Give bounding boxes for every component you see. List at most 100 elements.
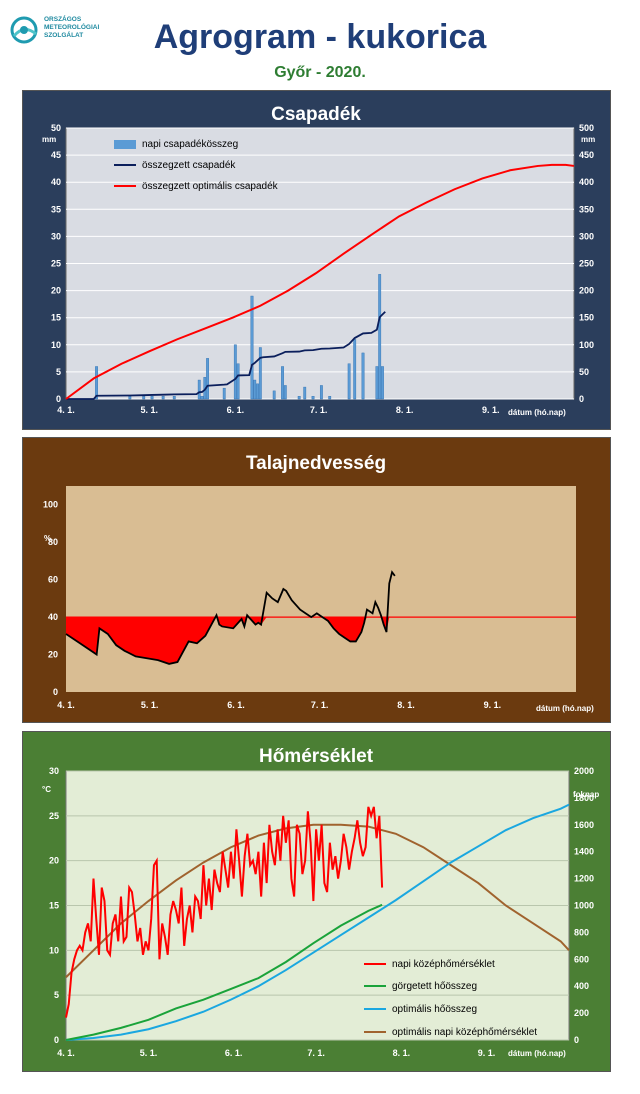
y-tick-label-right: 1400 — [574, 847, 594, 857]
series-line — [65, 806, 384, 1018]
met-service-logo-icon — [10, 16, 38, 44]
legend-label: görgetett hőösszeg — [392, 981, 477, 992]
y-tick-label: 0 — [53, 687, 58, 697]
legend-label: optimális hőösszeg — [392, 1004, 477, 1015]
y-axis-unit-right: foknap — [573, 790, 599, 799]
y-tick-label-right: 400 — [579, 177, 594, 187]
x-tick-label: 5. 1. — [140, 1048, 158, 1058]
y-tick-label-left: 30 — [51, 231, 61, 241]
y-tick-label-left: 10 — [51, 340, 61, 350]
chart-title: Talajnedvesség — [246, 453, 386, 474]
y-tick-label-right: 0 — [574, 1035, 579, 1045]
legend-label: napi középhőmérséklet — [392, 959, 495, 970]
y-tick-label-right: 150 — [579, 313, 594, 323]
x-tick-label: 4. 1. — [57, 1048, 75, 1058]
precip-bar — [150, 396, 154, 400]
y-tick-label-right: 50 — [579, 367, 589, 377]
logo: ORSZÁGOS METEOROLÓGIAI SZOLGÁLAT — [8, 14, 118, 54]
precip-bar — [375, 366, 379, 400]
precip-bar — [258, 347, 262, 400]
precip-bar — [236, 363, 240, 400]
chart-title: Hőmérséklet — [259, 746, 374, 767]
x-tick-label: 5. 1. — [141, 700, 159, 710]
precip-bar — [353, 339, 357, 400]
y-tick-label-right: 1000 — [574, 901, 594, 911]
x-axis-label: dátum (hó.nap) — [536, 704, 594, 713]
precip-bar — [297, 396, 301, 400]
y-tick-label-right: 100 — [579, 340, 594, 350]
logo-text: ORSZÁGOS METEOROLÓGIAI SZOLGÁLAT — [44, 16, 99, 40]
precipitation-chart: Csapadék 0510152025303540455005010015020… — [22, 90, 611, 430]
series-line — [65, 803, 570, 1041]
precip-bar — [95, 366, 98, 400]
y-tick-label-left: 45 — [51, 150, 61, 160]
precip-bar — [303, 386, 307, 400]
y-tick-label: 20 — [48, 650, 58, 660]
precip-bar — [222, 387, 226, 400]
line-series — [65, 163, 575, 400]
y-tick-label-left: 0 — [54, 1035, 59, 1045]
y-axis-unit-left: mm — [42, 135, 56, 144]
legend-label: összegzett csapadék — [142, 160, 236, 171]
y-tick-label-right: 1200 — [574, 874, 594, 884]
page-subtitle: Győr - 2020. — [274, 64, 366, 81]
axis-ticks: 0 20 40 60 80 100 4. 1. 5. 1. 6. 1. 7. 1. 8. 1. 9. … — [43, 500, 501, 710]
x-tick-label: 8. 1. — [397, 700, 415, 710]
x-tick-label: 7. 1. — [310, 405, 328, 415]
precip-bar — [206, 358, 209, 400]
series-line — [65, 163, 575, 400]
precip-bar — [381, 366, 384, 400]
x-tick-label: 9. 1. — [482, 405, 500, 415]
y-tick-label-right: 800 — [574, 927, 589, 937]
precip-bar — [328, 396, 332, 400]
soil-moisture-panel: Talajnedvesség 0 20 40 60 80 100 4. 1. 5. 1. 6. … — [22, 437, 611, 723]
gridlines — [66, 770, 569, 1041]
y-tick-label: 100 — [43, 500, 58, 510]
legend-swatch — [114, 140, 136, 149]
precip-bar — [128, 396, 132, 400]
axis-ticks: 0 5 10 15 20 25 30 0 200 400 600 800 1000 1200 1400 160… — [49, 766, 594, 1058]
series-line — [66, 311, 386, 400]
legend: napi csapadékösszeg összegzett csapadék ös… — [114, 139, 279, 192]
logo-line: SZOLGÁLAT — [44, 32, 84, 39]
precipitation-panel: Csapadék 0 5 10 15 20 25 30 35 40 45 50 0 50 100 150 20… — [22, 90, 611, 430]
y-tick-label-right: 500 — [579, 123, 594, 133]
deficit-area — [66, 617, 395, 664]
y-tick-label-right: 350 — [579, 204, 594, 214]
temperature-panel: Hőmérséklet 0 5 10 15 20 25 30 0 200 400 600 800 100… — [22, 731, 611, 1072]
precip-bar — [161, 396, 165, 400]
y-tick-label-right: 600 — [574, 954, 589, 964]
y-tick-label-left: 35 — [51, 204, 61, 214]
precip-bar — [250, 295, 254, 400]
legend-label: összegzett optimális csapadék — [142, 181, 279, 192]
precip-bar — [142, 396, 146, 400]
line-series — [65, 570, 396, 665]
legend-label: napi csapadékösszeg — [142, 139, 238, 150]
logo-line: METEOROLÓGIAI — [44, 24, 100, 31]
y-tick-label: 40 — [48, 612, 58, 622]
x-axis-label: dátum (hó.nap) — [508, 408, 566, 417]
precip-bar — [256, 383, 259, 400]
axis-ticks: 0510152025303540455005010015020025030035… — [51, 123, 594, 415]
legend: napi középhőmérséklet görgetett hőösszeg o… — [364, 959, 537, 1038]
y-tick-label-left: 40 — [51, 177, 61, 187]
soil-moisture-line — [65, 570, 396, 665]
precip-bar — [311, 396, 315, 400]
y-tick-label-right: 200 — [574, 1008, 589, 1018]
y-tick-label-right: 1800 — [574, 793, 594, 803]
temperature-chart: Hőmérséklet 0 5 10 15 20 25 30 0 200 400 600 800 100… — [22, 731, 611, 1072]
logo-line: ORSZÁGOS — [44, 16, 82, 23]
y-tick-label-right: 0 — [579, 394, 584, 404]
soil-moisture-chart: Talajnedvesség 0 20 40 60 80 100 4. 1. 5. 1. 6. … — [22, 437, 611, 723]
x-tick-label: 9. 1. — [484, 700, 502, 710]
y-axis-unit-right: mm — [581, 135, 595, 144]
y-tick-label-right: 1600 — [574, 820, 594, 830]
x-tick-label: 4. 1. — [57, 405, 75, 415]
y-tick-label-left: 5 — [54, 990, 59, 1000]
y-tick-label-left: 50 — [51, 123, 61, 133]
x-tick-label: 4. 1. — [57, 700, 75, 710]
y-axis-unit: % — [44, 534, 51, 543]
y-tick-label-left: 20 — [49, 856, 59, 866]
y-tick-label: 60 — [48, 575, 58, 585]
y-tick-label-right: 400 — [574, 981, 589, 991]
